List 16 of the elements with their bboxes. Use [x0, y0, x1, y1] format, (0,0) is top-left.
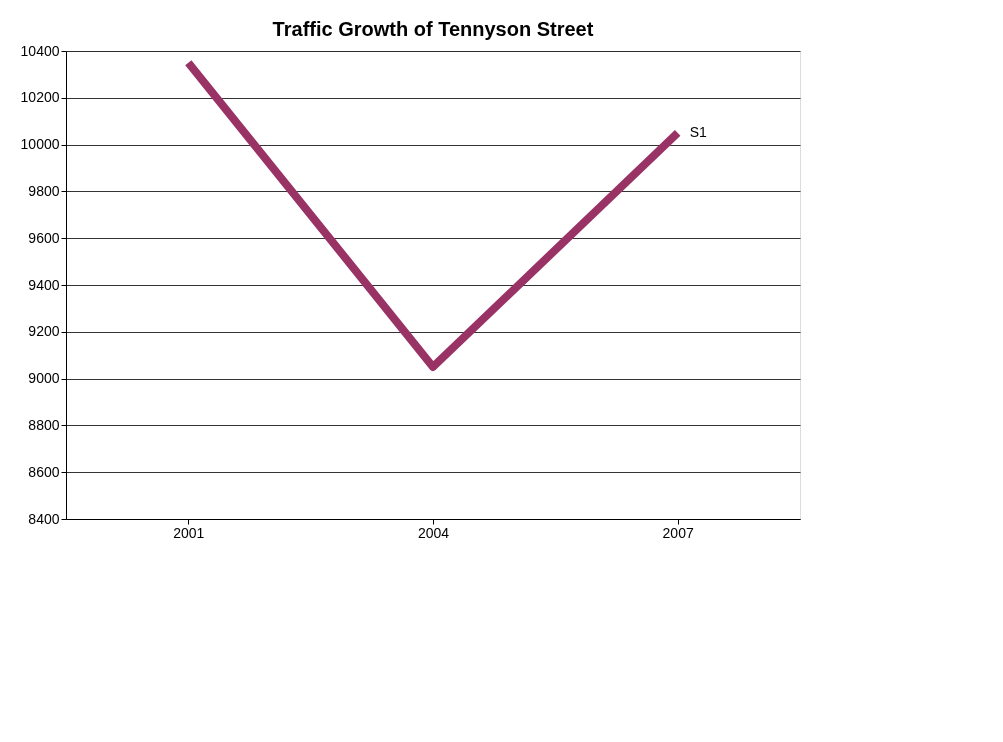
y-tick-label: 9400 [28, 276, 60, 293]
y-tick-label: 10200 [20, 89, 60, 106]
y-tick-label: 8800 [28, 416, 60, 433]
y-tick-label: 9800 [28, 182, 60, 199]
y-tick-label: 9200 [28, 323, 60, 340]
x-tick-label: 2004 [417, 524, 450, 541]
y-tick-label: 10000 [20, 136, 60, 153]
y-tick-label: 9000 [28, 370, 60, 387]
y-tick-label: 10400 [20, 42, 60, 59]
y-tick-label: 8400 [28, 510, 60, 527]
chart-title: Traffic Growth of Tennyson Street [272, 18, 594, 40]
x-tick-label: 2007 [662, 524, 694, 541]
y-tick-label: 9600 [28, 229, 60, 246]
series-label: S1 [689, 123, 707, 140]
y-tick-label: 8600 [28, 463, 60, 480]
x-tick-label: 2001 [173, 524, 205, 541]
